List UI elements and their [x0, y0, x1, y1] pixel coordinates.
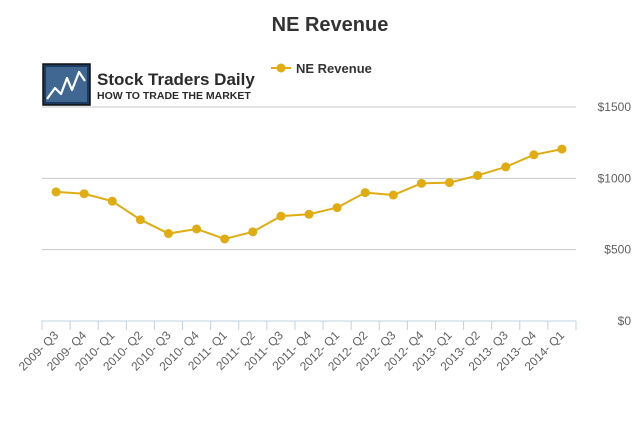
- data-point[interactable]: [529, 150, 539, 160]
- y-tick-label: $1000: [598, 171, 632, 185]
- data-point[interactable]: [276, 211, 286, 221]
- data-point[interactable]: [163, 229, 173, 239]
- data-point[interactable]: [557, 144, 567, 154]
- y-tick-label: $0: [618, 314, 632, 328]
- y-tick-label: $1500: [598, 100, 632, 114]
- data-point[interactable]: [473, 170, 483, 180]
- data-point[interactable]: [51, 187, 61, 197]
- grid: [42, 106, 576, 322]
- logo-name: Stock Traders Daily: [97, 70, 255, 89]
- series-line: [55, 148, 563, 240]
- y-axis: $0 $500 $1000 $1500: [598, 100, 632, 328]
- data-point[interactable]: [416, 178, 426, 188]
- data-point[interactable]: [192, 224, 202, 234]
- y-tick-label: $500: [604, 243, 631, 257]
- data-point[interactable]: [388, 190, 398, 200]
- data-point[interactable]: [135, 215, 145, 225]
- data-point[interactable]: [501, 162, 511, 172]
- data-point[interactable]: [107, 196, 117, 206]
- data-point[interactable]: [304, 209, 314, 219]
- data-point[interactable]: [79, 189, 89, 199]
- legend[interactable]: NE Revenue: [271, 61, 372, 76]
- chart-title: NE Revenue: [272, 14, 389, 36]
- stock-traders-daily-logo: Stock Traders Daily HOW TO TRADE THE MAR…: [42, 63, 255, 106]
- data-point[interactable]: [332, 203, 342, 213]
- data-point[interactable]: [220, 234, 230, 244]
- data-point[interactable]: [360, 188, 370, 198]
- data-point[interactable]: [248, 227, 258, 237]
- legend-label: NE Revenue: [296, 61, 372, 76]
- legend-marker: [276, 63, 286, 73]
- data-point[interactable]: [445, 178, 455, 188]
- logo-tagline: HOW TO TRADE THE MARKET: [97, 90, 251, 102]
- logo-chart-line: [46, 70, 86, 100]
- series-ne-revenue: [51, 144, 567, 244]
